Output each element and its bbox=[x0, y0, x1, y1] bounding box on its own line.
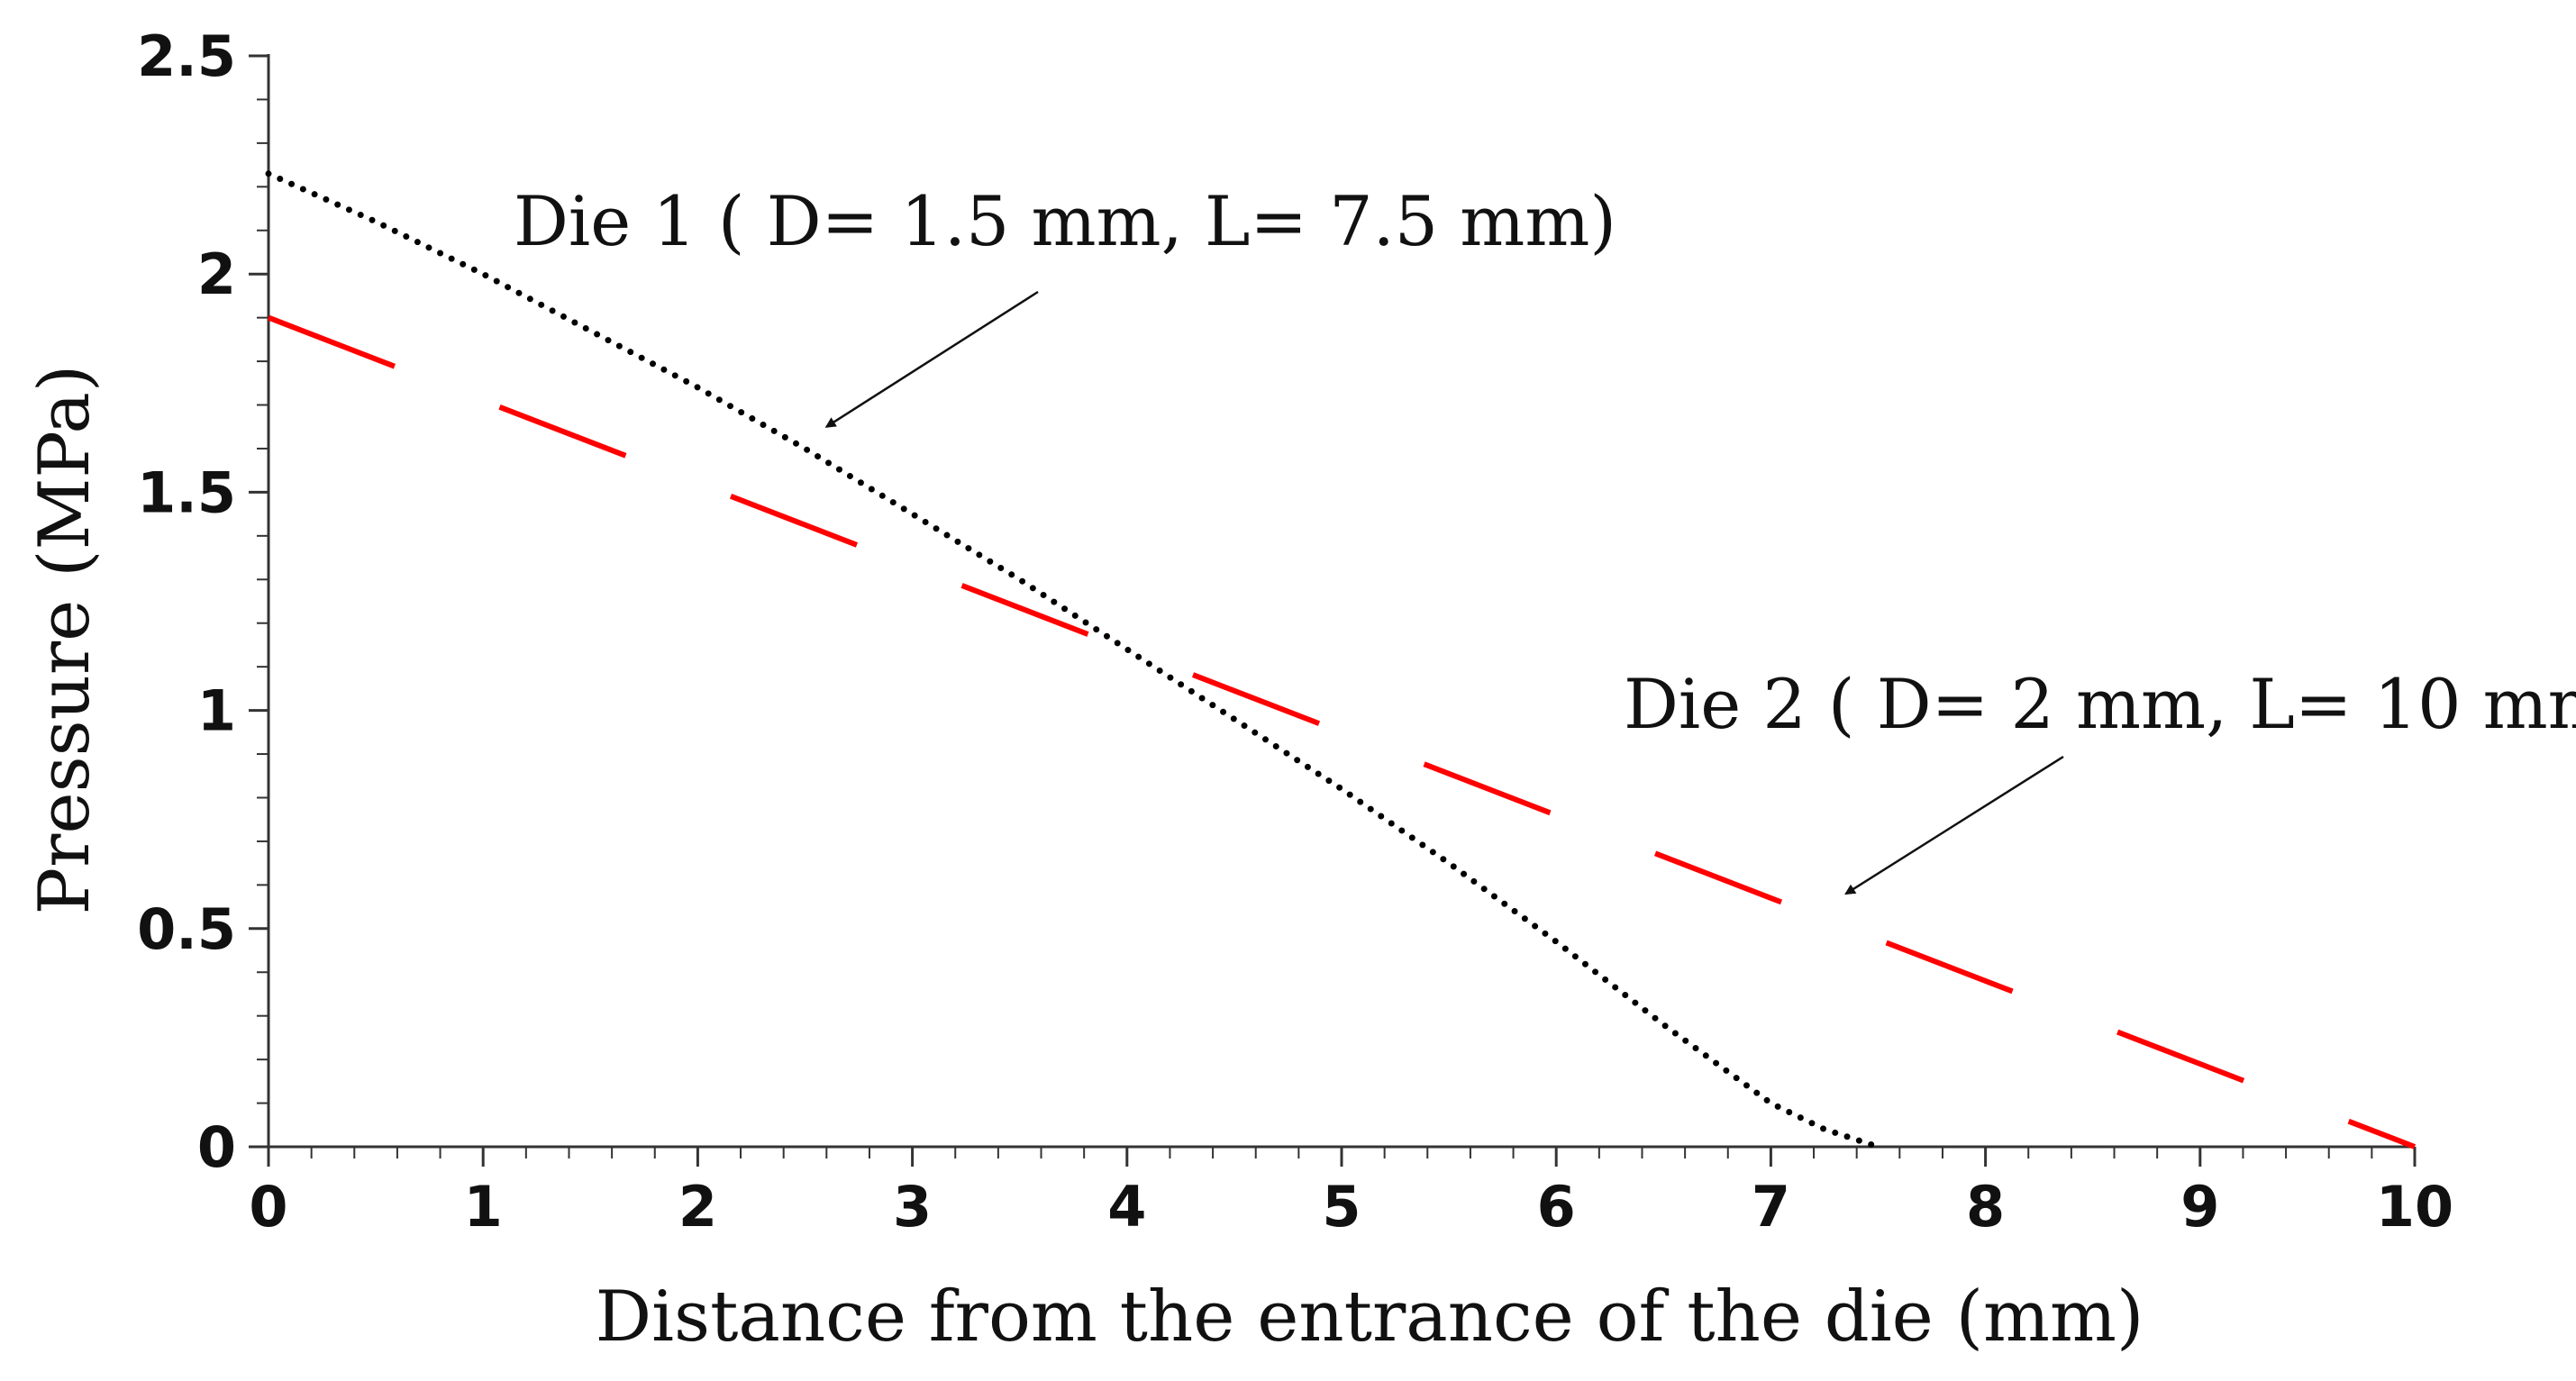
y-tick-label: 0.5 bbox=[137, 896, 236, 962]
annotation-layer bbox=[824, 290, 2064, 895]
x-tick-label: 4 bbox=[1107, 1174, 1146, 1240]
y-axis-title: Pressure (MPa) bbox=[24, 365, 105, 915]
x-tick-label: 2 bbox=[678, 1174, 717, 1240]
annotation-arrow-1 bbox=[824, 290, 1039, 428]
x-tick-label: 5 bbox=[1322, 1174, 1361, 1240]
annotation-die-1: Die 1 ( D= 1.5 mm, L= 7.5 mm) bbox=[514, 181, 1616, 261]
x-tick-label: 10 bbox=[2376, 1174, 2453, 1240]
y-tick-label: 1 bbox=[197, 678, 236, 744]
series-line-1 bbox=[265, 170, 1881, 1150]
x-tick-label: 3 bbox=[893, 1174, 932, 1240]
y-tick-label: 2 bbox=[197, 241, 236, 307]
x-tick-label: 1 bbox=[464, 1174, 503, 1240]
series-layer bbox=[265, 170, 2417, 1150]
x-axis-title: Distance from the entrance of the die (m… bbox=[596, 1277, 2144, 1358]
annotation-die-2: Die 2 ( D= 2 mm, L= 10 mm) bbox=[1624, 664, 2576, 744]
x-tick-label: 0 bbox=[249, 1174, 287, 1240]
y-tick-label: 1.5 bbox=[137, 459, 236, 525]
x-tick-label: 6 bbox=[1537, 1174, 1576, 1240]
x-tick-label: 8 bbox=[1966, 1174, 2005, 1240]
axes: 0 1 2 3 4 5 6 7 8 9 10 0 0.5 1 1.5 2 2.5 bbox=[137, 23, 2453, 1240]
y-tick-label: 2.5 bbox=[137, 23, 236, 89]
x-tick-label: 7 bbox=[1752, 1174, 1790, 1240]
annotation-arrow-2 bbox=[1844, 755, 2064, 895]
x-tick-label: 9 bbox=[2180, 1174, 2219, 1240]
y-tick-label: 0 bbox=[197, 1114, 236, 1180]
